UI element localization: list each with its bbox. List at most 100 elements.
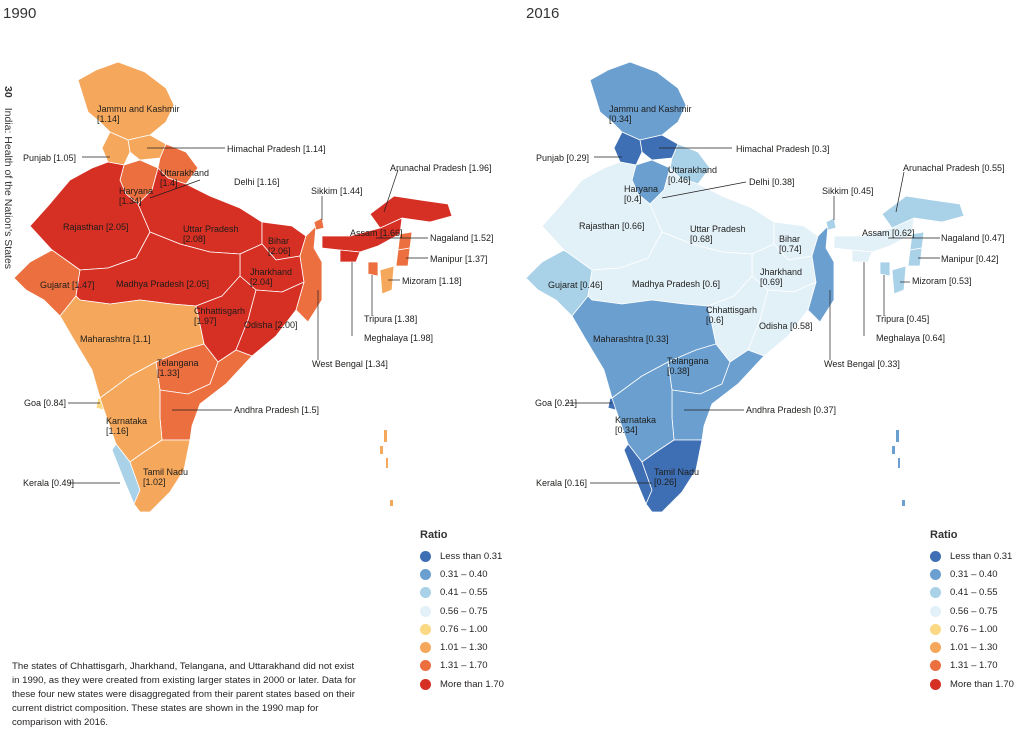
legend-swatch — [420, 587, 431, 599]
label-bihar: Bihar [2.06] — [268, 236, 291, 256]
label-delhi: Delhi [0.38] — [749, 177, 795, 187]
legend-label: 1.01 – 1.30 — [440, 642, 488, 654]
legend-item: 1.31 – 1.70 — [930, 657, 1014, 675]
legend-label: 0.56 – 0.75 — [440, 605, 488, 617]
legend-item: 0.41 – 0.55 — [420, 584, 504, 602]
label-tamil-nadu: Tamil Nadu [1.02] — [143, 467, 189, 487]
state-meghalaya — [851, 249, 873, 263]
year-1990-heading: 1990 — [3, 5, 37, 22]
label-jharkhand: Jharkhand [0.69] — [760, 267, 803, 287]
state-tamil-nadu — [641, 439, 703, 513]
label-karnataka: Karnataka [0.34] — [615, 415, 657, 435]
state-meghalaya — [339, 249, 361, 263]
label-rajasthan: Rajasthan [0.66] — [579, 221, 645, 231]
legend-swatch — [420, 568, 431, 580]
label-uttarakhand: Uttarakhand [0.46] — [668, 165, 718, 185]
state-manipur — [907, 247, 923, 267]
label-kerala: Kerala [0.49] — [23, 478, 75, 488]
label-nagaland: Nagaland [1.52] — [430, 233, 494, 243]
state-tamil-nadu — [129, 439, 191, 513]
label-bihar: Bihar [0.74] — [779, 234, 802, 254]
legend-item: More than 1.70 — [930, 675, 1014, 693]
legend-swatch — [420, 550, 431, 562]
label-maharashtra: Maharashtra [1.1] — [80, 334, 151, 344]
legend-label: 1.31 – 1.70 — [950, 660, 998, 672]
legend-label: 0.41 – 0.55 — [950, 587, 998, 599]
legend-label: Less than 0.31 — [950, 550, 1013, 562]
legend-label: 0.31 – 0.40 — [950, 568, 998, 580]
label-tamil-nadu: Tamil Nadu [0.26] — [654, 467, 700, 487]
legend-swatch — [420, 660, 431, 672]
label-telangana: Telangana [0.38] — [667, 356, 709, 376]
legend-label: More than 1.70 — [440, 678, 504, 690]
label-assam: Assam [1.66] — [350, 228, 403, 238]
label-meghalaya: Meghalaya [1.98] — [364, 333, 434, 343]
legend-item: More than 1.70 — [420, 675, 504, 693]
legend-swatch — [930, 587, 941, 599]
legend-item: 1.01 – 1.30 — [420, 638, 504, 656]
legend-item: Less than 0.31 — [930, 547, 1014, 565]
label-madhya-pradesh: Madhya Pradesh [0.6] — [632, 279, 721, 289]
label-odisha: Odisha [0.58] — [759, 321, 813, 331]
legend-swatch — [420, 678, 431, 690]
legend-item: 0.56 – 0.75 — [930, 602, 1014, 620]
state-odisha — [747, 281, 817, 357]
islands-1990 — [380, 430, 393, 506]
legend-item: 0.41 – 0.55 — [930, 584, 1014, 602]
label-odisha: Odisha [2.00] — [244, 320, 298, 330]
label-andhra-pradesh: Andhra Pradesh [1.5] — [234, 405, 320, 415]
legend-item: 0.56 – 0.75 — [420, 602, 504, 620]
label-jammu-kashmir: Jammu and Kashmir [1.14] — [97, 104, 180, 124]
label-chhattisgarh: Chhattisgarh [1.97] — [194, 306, 246, 326]
label-uttar-pradesh: Uttar Pradesh [2.08] — [183, 224, 239, 244]
legend-item: 0.76 – 1.00 — [930, 620, 1014, 638]
label-jharkhand: Jharkhand [2.04] — [250, 267, 293, 287]
legend-swatch — [420, 642, 431, 654]
label-mizoram: Mizoram [0.53] — [912, 276, 972, 286]
label-chhattisgarh: Chhattisgarh [0.6] — [706, 305, 758, 325]
label-uttarakhand: Uttarakhand [1.4] — [160, 168, 210, 188]
state-jammu-kashmir — [589, 61, 687, 141]
label-haryana: Haryana [0.4] — [624, 184, 659, 204]
label-tripura: Tripura [0.45] — [876, 314, 930, 324]
state-tripura — [879, 261, 891, 277]
legend-swatch — [420, 623, 431, 635]
legend-title: Ratio — [930, 529, 958, 541]
legend-swatch — [930, 678, 941, 690]
leader-lines-1990 — [68, 147, 428, 484]
footnote: The states of Chhattisgarh, Jharkhand, T… — [12, 661, 356, 728]
label-punjab: Punjab [1.05] — [23, 153, 77, 163]
label-maharashtra: Maharashtra [0.33] — [593, 334, 669, 344]
label-manipur: Manipur [0.42] — [941, 254, 999, 264]
label-west-bengal: West Bengal [1.34] — [312, 359, 388, 369]
legend-swatch — [930, 568, 941, 580]
label-sikkim: Sikkim [0.45] — [822, 186, 874, 196]
state-mizoram — [891, 265, 907, 295]
label-himachal-pradesh: Himachal Pradesh [0.3] — [736, 144, 830, 154]
state-jammu-kashmir — [77, 61, 175, 141]
legend-label: 0.76 – 1.00 — [440, 623, 488, 635]
state-mizoram — [379, 265, 395, 295]
year-2016-heading: 2016 — [526, 5, 560, 22]
state-odisha — [235, 281, 305, 357]
label-punjab: Punjab [0.29] — [536, 153, 590, 163]
legend-item: Less than 0.31 — [420, 547, 504, 565]
legend-label: More than 1.70 — [950, 678, 1014, 690]
legend-1990: Ratio Less than 0.31 0.31 – 0.40 0.41 – … — [420, 529, 504, 693]
label-west-bengal: West Bengal [0.33] — [824, 359, 900, 369]
label-haryana: Haryana [1.34] — [119, 186, 154, 206]
legend-label: 0.41 – 0.55 — [440, 587, 488, 599]
label-gujarat: Gujarat [1.47] — [40, 280, 95, 290]
label-meghalaya: Meghalaya [0.64] — [876, 333, 946, 343]
state-assam — [321, 217, 403, 253]
state-tripura — [367, 261, 379, 277]
leader-lines-2016 — [566, 147, 940, 484]
legend-item: 0.31 – 0.40 — [930, 565, 1014, 583]
label-arunachal-pradesh: Arunachal Pradesh [1.96] — [390, 163, 492, 173]
label-tripura: Tripura [1.38] — [364, 314, 418, 324]
label-uttar-pradesh: Uttar Pradesh [0.68] — [690, 224, 746, 244]
label-sikkim: Sikkim [1.44] — [311, 186, 363, 196]
islands-2016 — [892, 430, 905, 506]
